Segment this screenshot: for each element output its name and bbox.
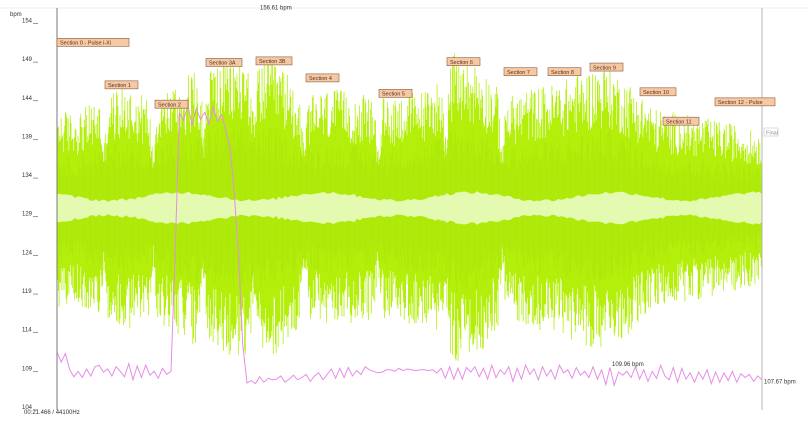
- section-marker-label: Section 6: [450, 60, 473, 66]
- y-axis: bpm 104 109 114 119 124 129 134 139 144 149 154: [10, 12, 38, 411]
- section-marker-box: [154, 99, 189, 109]
- waveform-core-band: [57, 191, 762, 225]
- section-marker[interactable]: Section 0 - Pulse i-Xi: [56, 38, 130, 47]
- section-marker-label: Section 7: [507, 70, 530, 76]
- section-marker-label: Section 0 - Pulse i-Xi: [60, 41, 111, 47]
- y-tick-label: 119: [22, 289, 32, 295]
- section-marker[interactable]: Section 3B: [255, 56, 293, 66]
- y-tick-label: 149: [22, 57, 33, 63]
- end-tempo-label: 107.67 bpm: [764, 380, 796, 386]
- y-tick-label: 109: [22, 366, 33, 372]
- tempo-line: [56, 105, 763, 388]
- section-marker-box: [104, 80, 139, 90]
- waveform-envelope: [56, 53, 763, 361]
- section-marker-label: Section 3A: [209, 61, 236, 67]
- end-marker[interactable]: Final: [763, 127, 779, 137]
- section-marker-label: Section 5: [382, 92, 405, 98]
- y-tick-label: 104: [22, 405, 33, 411]
- section-labels: Section 0 - Pulse i-Xi Section 1 Section 2…: [56, 38, 779, 137]
- section-marker[interactable]: Section 8: [547, 67, 582, 77]
- section-marker-box: [378, 89, 413, 98]
- chart-markers: 00:21.466 / 44100Hz: [24, 8, 763, 416]
- section-marker-label: Section 8: [551, 70, 574, 76]
- y-tick-label: 114: [22, 328, 32, 334]
- section-marker-label: Section 1: [108, 83, 131, 89]
- section-marker[interactable]: Section 11: [662, 116, 700, 126]
- section-marker-label: Section 3B: [259, 59, 286, 65]
- section-marker[interactable]: Section 6: [446, 57, 481, 66]
- start-position-label: 00:21.466 / 44100Hz: [24, 410, 80, 416]
- section-marker-box: [305, 73, 340, 83]
- end-marker-box: [763, 127, 779, 137]
- section-marker-box: [56, 38, 130, 47]
- section-marker-box: [255, 56, 293, 66]
- y-tick-label: 124: [22, 250, 33, 256]
- y-tick-label: 129: [22, 212, 33, 218]
- y-tick-label: 134: [22, 173, 33, 179]
- section-marker-box: [205, 58, 243, 67]
- section-marker-box: [639, 87, 677, 97]
- section-marker-box: [446, 57, 481, 66]
- section-marker-label: Section 11: [666, 119, 692, 125]
- section-marker-box: [589, 62, 624, 72]
- low-tempo-label: 109.96 bpm: [612, 362, 644, 368]
- section-marker-label: Section 9: [593, 65, 616, 71]
- section-marker[interactable]: Section 1: [104, 80, 139, 90]
- y-tick-label: 139: [22, 134, 33, 140]
- y-tick-label: 144: [22, 96, 33, 102]
- y-axis-unit-label: bpm: [10, 12, 22, 18]
- y-tick-label: 154: [22, 18, 33, 24]
- section-marker-box: [662, 116, 700, 126]
- section-marker-label: Section 4: [309, 76, 332, 82]
- section-marker[interactable]: Section 9: [589, 62, 624, 72]
- section-marker[interactable]: Section 12 - Pulse: [714, 97, 776, 107]
- peak-tempo-label: 156.61 bpm: [260, 5, 292, 11]
- section-marker-label: Section 12 - Pulse: [718, 100, 763, 106]
- section-marker-box: [503, 67, 538, 77]
- end-marker-label: Final: [766, 130, 778, 136]
- section-marker-box: [714, 97, 776, 107]
- section-marker-label: Section 10: [643, 90, 669, 96]
- section-marker[interactable]: Section 3A: [205, 58, 243, 67]
- tempo-series: [56, 105, 763, 388]
- section-marker[interactable]: Section 7: [503, 67, 538, 77]
- section-marker[interactable]: Section 2: [154, 99, 189, 109]
- section-marker[interactable]: Section 10: [639, 87, 677, 97]
- section-marker-box: [547, 67, 582, 77]
- section-marker-label: Section 2: [158, 102, 181, 108]
- value-annotations: 156.61 bpm 109.96 bpm 107.67 bpm: [260, 5, 796, 385]
- section-marker[interactable]: Section 5: [378, 89, 413, 98]
- section-marker[interactable]: Section 4: [305, 73, 340, 83]
